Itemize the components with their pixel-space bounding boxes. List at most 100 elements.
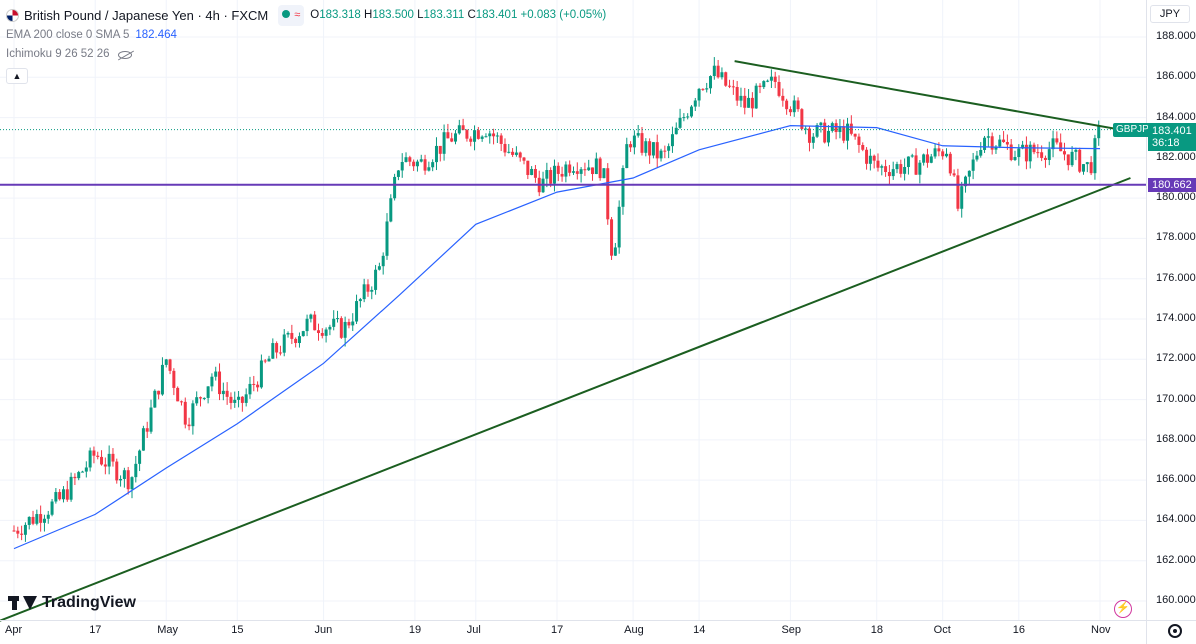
- candle-body: [61, 489, 65, 500]
- candle-body: [785, 100, 789, 110]
- candle-body: [1089, 162, 1093, 174]
- candle-body: [910, 155, 914, 157]
- candle-body: [111, 453, 115, 462]
- candle-body: [792, 100, 796, 113]
- candle-body: [712, 65, 716, 77]
- tradingview-logo-text: TradingView: [42, 594, 136, 611]
- candle-body: [651, 142, 655, 156]
- ohlc-values: O183.318 H183.500 L183.311 C183.401 +0.0…: [310, 9, 607, 21]
- candle-body: [16, 530, 20, 534]
- candle-body: [815, 125, 819, 137]
- candle-body: [358, 299, 362, 302]
- x-tick-label: 14: [693, 624, 706, 636]
- candle-body: [899, 164, 903, 174]
- candle-body: [1085, 162, 1089, 165]
- y-tick-label: 168.000: [1156, 432, 1196, 445]
- candle-body: [221, 390, 225, 395]
- candle-body: [549, 170, 553, 184]
- candle-body: [100, 456, 104, 465]
- countdown-value: 36:18: [1152, 136, 1180, 149]
- candle-body: [233, 399, 237, 403]
- candle-body: [1013, 157, 1017, 160]
- tradingview-logo[interactable]: TradingView: [8, 594, 136, 612]
- x-tick-label: Jun: [314, 624, 333, 636]
- collapse-legend-button[interactable]: ▲: [6, 68, 28, 84]
- open-value: 183.318: [319, 9, 361, 21]
- candle-body: [1055, 138, 1059, 143]
- candle-body: [84, 467, 88, 472]
- symbol-row[interactable]: British Pound / Japanese Yen · 4h · FXCM…: [6, 5, 606, 26]
- candle-body: [191, 403, 195, 427]
- candle-body: [366, 284, 370, 292]
- candle-body: [613, 247, 617, 256]
- time-axis-separator: [0, 620, 1196, 621]
- ema-indicator-row[interactable]: EMA 200 close 0 SMA 5 182.464: [6, 26, 606, 45]
- candle-body: [526, 160, 530, 175]
- candle-body: [157, 390, 161, 395]
- candle-body: [42, 518, 46, 523]
- candle-body: [884, 166, 888, 173]
- candle-body: [891, 169, 895, 177]
- candle-body: [994, 146, 998, 150]
- candle-body: [807, 128, 811, 143]
- y-tick-label: 164.000: [1156, 513, 1196, 526]
- descending-trendline: [734, 60, 1121, 131]
- market-status-pill[interactable]: ≈: [278, 5, 305, 26]
- ichimoku-indicator-row[interactable]: Ichimoku 9 26 52 26: [6, 45, 606, 64]
- candle-body: [1009, 144, 1013, 160]
- y-tick-label: 180.000: [1156, 191, 1196, 204]
- candle-body: [952, 173, 956, 176]
- candle-body: [914, 155, 918, 175]
- currency-button[interactable]: JPY: [1150, 5, 1190, 23]
- candle-body: [492, 133, 496, 137]
- gear-icon[interactable]: [1168, 624, 1182, 638]
- candle-body: [678, 117, 682, 128]
- candle-body: [933, 148, 937, 157]
- symbol-flag-icon: [6, 9, 19, 22]
- y-tick-label: 178.000: [1156, 231, 1196, 244]
- candle-body: [415, 161, 419, 167]
- ascending-trendline: [0, 177, 1131, 622]
- candle-body: [960, 186, 964, 209]
- candle-body: [138, 450, 142, 464]
- candle-body: [716, 65, 720, 78]
- candle-body: [164, 359, 168, 365]
- candle-body: [922, 154, 926, 163]
- candle-body: [975, 155, 979, 160]
- candle-body: [1043, 157, 1047, 160]
- symbol-title[interactable]: British Pound / Japanese Yen · 4h · FXCM: [24, 8, 269, 23]
- candle-body: [267, 358, 271, 362]
- y-tick-label: 174.000: [1156, 312, 1196, 324]
- candle-body: [92, 450, 96, 456]
- candle-body: [834, 123, 838, 133]
- candle-body: [248, 383, 252, 395]
- x-tick-label: 17: [551, 624, 564, 636]
- candle-body: [229, 396, 233, 403]
- candle-body: [480, 136, 484, 139]
- candle-body: [153, 390, 157, 408]
- lightning-icon[interactable]: ⚡: [1114, 600, 1132, 618]
- candle-body: [1024, 144, 1028, 162]
- candle-body: [1097, 125, 1101, 139]
- candle-body: [610, 219, 614, 256]
- candle-body: [96, 455, 100, 457]
- low-value: 183.311: [423, 9, 465, 21]
- horizontal-line-price-tag: 180.662: [1148, 177, 1196, 192]
- candle-body: [747, 97, 751, 108]
- candle-body: [811, 136, 815, 143]
- x-tick-label: Nov: [1091, 624, 1111, 636]
- candle-body: [819, 122, 823, 126]
- candle-body: [412, 161, 416, 167]
- candle-body: [237, 396, 241, 400]
- candle-body: [1040, 152, 1044, 158]
- candle-body: [971, 159, 975, 171]
- candle-body: [838, 126, 842, 133]
- candle-body: [552, 165, 556, 184]
- candle-body: [81, 471, 85, 473]
- hidden-eye-icon[interactable]: [117, 50, 132, 59]
- candle-body: [1002, 139, 1006, 143]
- candle-body: [846, 123, 850, 141]
- candle-body: [271, 343, 275, 359]
